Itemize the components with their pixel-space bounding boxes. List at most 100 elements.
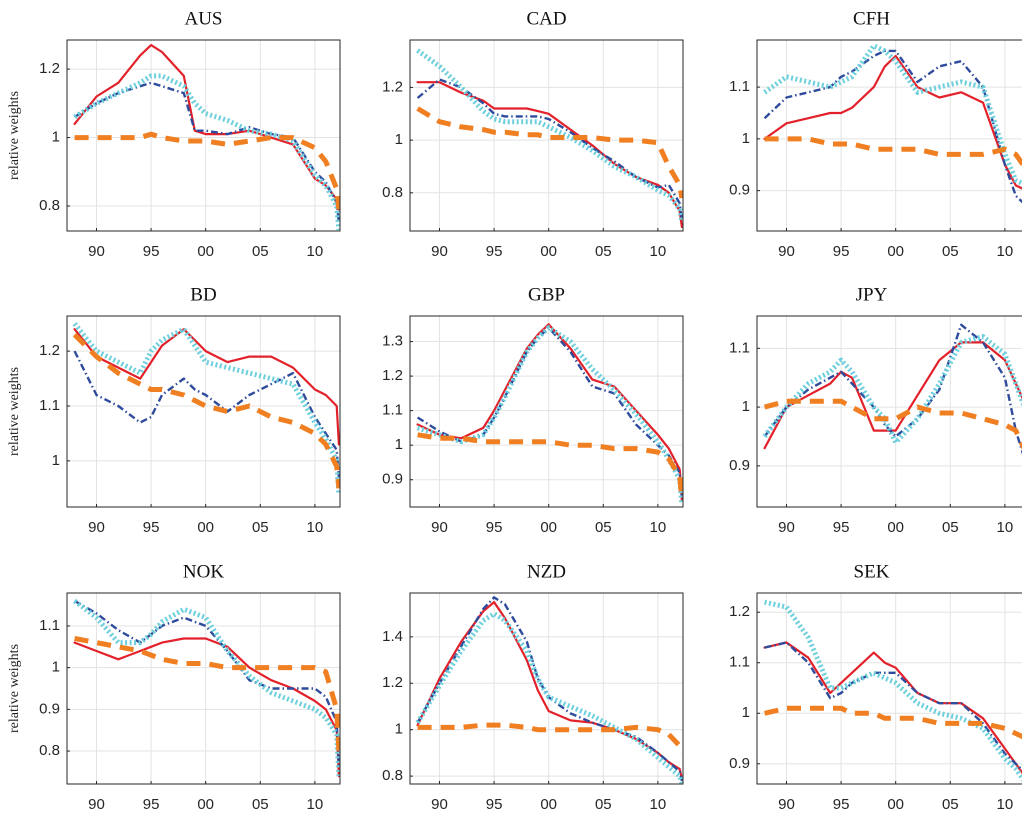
series-line: [416, 323, 683, 502]
panel: CAD 90 95 00 05 10 0.8 1 1.2: [382, 8, 684, 260]
y-tick-label: 0.9: [729, 182, 750, 199]
series-group: [416, 48, 683, 229]
x-tick-label: 10: [650, 243, 667, 260]
panel-title: NZD: [527, 561, 566, 582]
panel-title: BD: [190, 284, 216, 305]
y-tick-label: 1.2: [382, 674, 403, 691]
panel: GBP 90 95 00 05 10 0.9 1 1.1 1.2 1.3: [382, 284, 684, 536]
x-tick-label: 00: [887, 519, 904, 536]
x-tick-label: 95: [486, 243, 503, 260]
series-line: [74, 131, 340, 210]
series-line: [764, 705, 1022, 740]
series-line: [763, 54, 1022, 190]
series-group: [72, 322, 340, 494]
plot-frame: [409, 315, 684, 508]
x-tick-label: 95: [486, 519, 503, 536]
x-tick-label: 00: [197, 796, 214, 813]
y-axis-label: relative weights: [7, 367, 22, 456]
series-line: [73, 44, 340, 211]
plot-area: [410, 40, 683, 231]
x-tick-label: 10: [307, 796, 324, 813]
x-tick-label: 05: [595, 519, 612, 536]
panel-title: GBP: [528, 284, 565, 305]
x-tick-label: 00: [887, 243, 904, 260]
series-group: [73, 44, 340, 231]
series-line: [416, 325, 683, 505]
x-tick-label: 95: [833, 796, 850, 813]
plot-frame: [409, 39, 684, 232]
panel-title: CFH: [853, 8, 890, 29]
y-tick-label: 1: [395, 131, 403, 148]
series-line: [764, 599, 1022, 782]
x-tick-label: 95: [833, 519, 850, 536]
x-tick-label: 90: [88, 796, 105, 813]
y-tick-label: 1: [52, 659, 60, 676]
y-tick-label: 1.4: [382, 628, 403, 645]
y-tick-label: 1.1: [729, 339, 750, 356]
x-tick-label: 05: [252, 519, 269, 536]
series-line: [73, 637, 340, 778]
panel-title: AUS: [184, 8, 222, 29]
x-tick-label: 05: [595, 243, 612, 260]
x-tick-label: 90: [778, 243, 795, 260]
y-axis-label: relative weights: [7, 91, 22, 180]
series-line: [763, 341, 1022, 450]
y-tick-label: 0.8: [39, 197, 60, 214]
series-line: [763, 398, 1022, 450]
x-tick-label: 10: [307, 243, 324, 260]
y-tick-label: 0.9: [382, 471, 403, 488]
series-line: [416, 78, 683, 220]
x-tick-label: 90: [88, 243, 105, 260]
x-tick-label: 10: [650, 796, 667, 813]
x-tick-label: 00: [540, 519, 557, 536]
x-tick-label: 00: [540, 243, 557, 260]
series-line: [73, 350, 340, 478]
y-tick-label: 0.9: [39, 700, 60, 717]
y-tick-label: 1: [52, 452, 60, 469]
plot-area: [67, 316, 340, 507]
series-group: [762, 323, 1022, 455]
panel: NZD 90 95 00 05 10 0.8 1 1.2 1.4: [382, 561, 684, 813]
plot-area: [757, 593, 1022, 784]
series-line: [763, 641, 1022, 775]
panel: BD relative weights 90 95 00 05 10 1 1.1 1.2: [7, 284, 341, 536]
x-tick-label: 95: [143, 519, 160, 536]
x-tick-label: 90: [431, 519, 448, 536]
series-line: [763, 323, 1022, 455]
series-line: [74, 599, 340, 768]
x-tick-label: 00: [887, 796, 904, 813]
y-tick-label: 0.9: [729, 457, 750, 474]
series-line: [72, 322, 340, 494]
series-line: [417, 432, 683, 501]
x-tick-label: 10: [997, 519, 1014, 536]
plot-frame: [66, 315, 341, 508]
y-tick-label: 1.2: [39, 342, 60, 359]
y-tick-label: 1.1: [39, 617, 60, 634]
y-tick-label: 1: [742, 704, 750, 721]
y-tick-label: 1.1: [39, 397, 60, 414]
plot-area: [410, 593, 683, 784]
y-axis-label: relative weights: [7, 644, 22, 733]
series-group: [763, 43, 1022, 204]
y-tick-label: 1: [395, 436, 403, 453]
x-tick-label: 05: [942, 243, 959, 260]
x-tick-label: 95: [143, 796, 160, 813]
series-line: [72, 332, 340, 489]
x-tick-label: 00: [197, 519, 214, 536]
y-tick-label: 1: [52, 129, 60, 146]
plot-frame: [66, 592, 341, 785]
panel-title: JPY: [856, 284, 888, 305]
panel: NOK relative weights 90 95 00 05 10 0.8 0.9 1 1.1: [7, 561, 341, 813]
panel-title: NOK: [183, 561, 224, 582]
plot-frame: [409, 592, 684, 785]
y-tick-label: 1.2: [39, 60, 60, 77]
panel: AUS relative weights 90 95 00 05 10 0.8 1 1.2: [7, 8, 341, 260]
y-tick-label: 1.1: [382, 402, 403, 419]
y-tick-label: 1: [395, 721, 403, 738]
y-tick-label: 1.2: [382, 78, 403, 95]
x-tick-label: 95: [486, 796, 503, 813]
y-tick-label: 1.3: [382, 333, 403, 350]
panel: SEK 90 95 00 05 10 0.9 1 1.1 1.2: [729, 561, 1022, 813]
series-group: [763, 599, 1022, 782]
